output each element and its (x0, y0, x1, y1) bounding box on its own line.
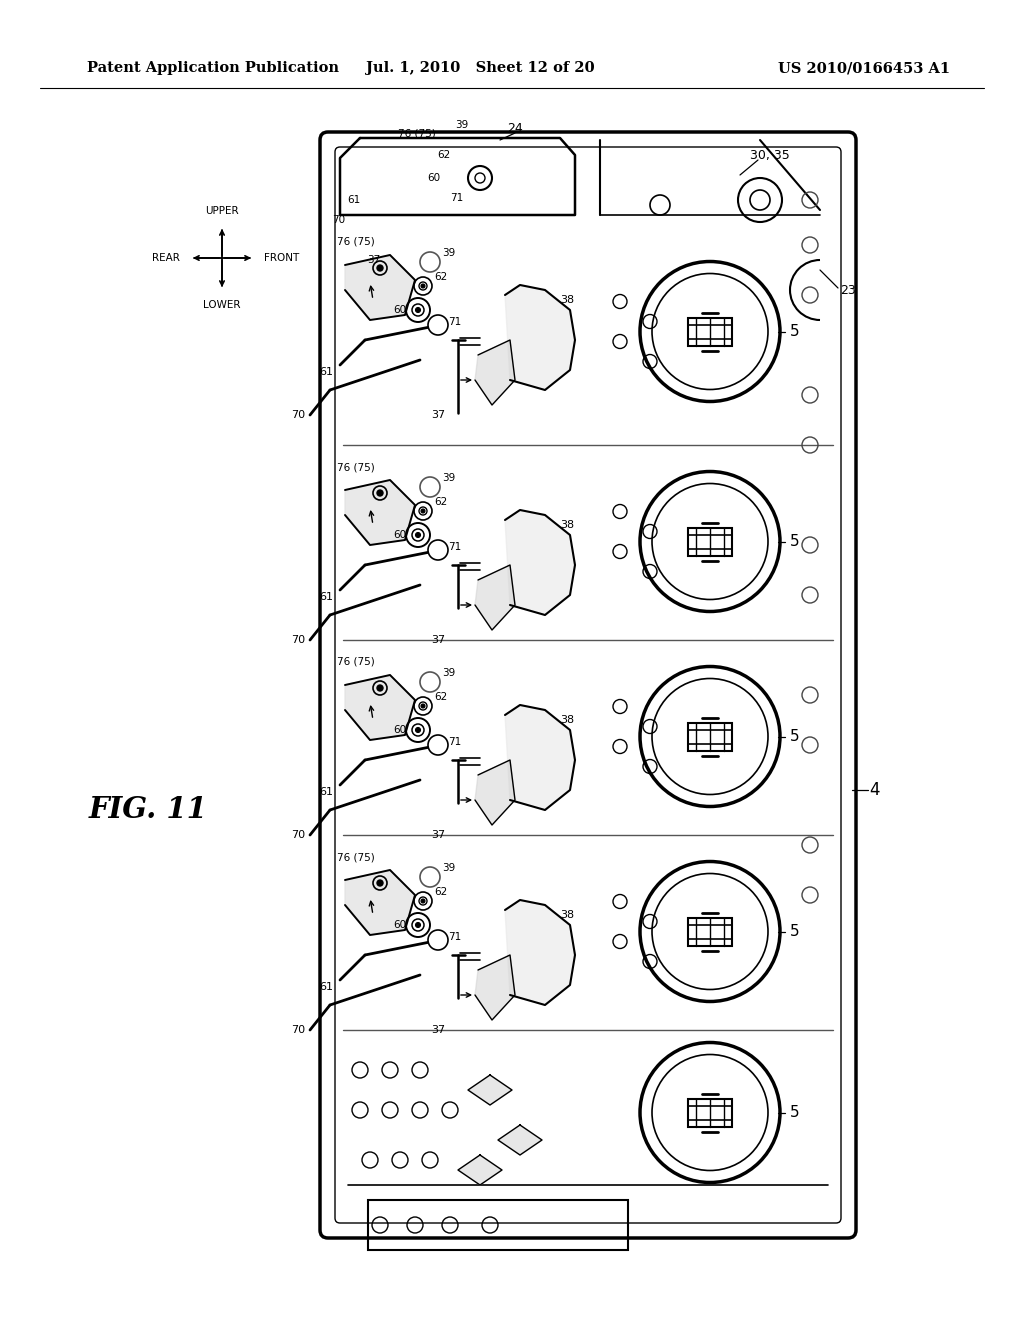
Circle shape (428, 735, 449, 755)
Text: 70: 70 (291, 411, 305, 420)
Text: UPPER: UPPER (205, 206, 239, 216)
Text: 5: 5 (790, 729, 800, 744)
Text: 23: 23 (840, 284, 856, 297)
Text: 37: 37 (431, 1026, 445, 1035)
Polygon shape (468, 1074, 512, 1105)
Polygon shape (345, 675, 415, 741)
Bar (368, 1200, 628, 1250)
Circle shape (428, 315, 449, 335)
Text: 39: 39 (442, 668, 456, 678)
Text: 24: 24 (507, 121, 523, 135)
Text: 70: 70 (291, 830, 305, 840)
Text: 38: 38 (560, 715, 574, 725)
Circle shape (421, 899, 425, 903)
Text: 71: 71 (449, 932, 461, 942)
Circle shape (421, 510, 425, 513)
Text: 70: 70 (332, 215, 345, 224)
Bar (688, 318, 732, 346)
Text: 39: 39 (442, 248, 456, 257)
Circle shape (428, 931, 449, 950)
Text: 61: 61 (319, 982, 333, 993)
Text: 71: 71 (449, 737, 461, 747)
Text: FIG. 11: FIG. 11 (88, 796, 208, 825)
Bar (688, 917, 732, 945)
Polygon shape (475, 954, 515, 1020)
Text: 60: 60 (393, 920, 406, 931)
Text: 60: 60 (427, 173, 440, 183)
Text: 62: 62 (434, 887, 447, 898)
Text: 61: 61 (319, 591, 333, 602)
Text: 39: 39 (456, 120, 469, 129)
Polygon shape (505, 510, 575, 615)
Bar (688, 528, 732, 556)
Text: Jul. 1, 2010   Sheet 12 of 20: Jul. 1, 2010 Sheet 12 of 20 (366, 61, 594, 75)
Text: 61: 61 (319, 787, 333, 797)
Polygon shape (458, 1155, 502, 1185)
Text: 60: 60 (393, 531, 406, 540)
Text: 70: 70 (291, 1026, 305, 1035)
Circle shape (377, 880, 383, 886)
Text: 37: 37 (431, 830, 445, 840)
Text: 76 (75): 76 (75) (337, 657, 375, 667)
Text: Patent Application Publication: Patent Application Publication (87, 61, 339, 75)
Polygon shape (345, 870, 415, 935)
Text: 37: 37 (367, 255, 380, 265)
Text: 62: 62 (434, 272, 447, 282)
Text: 5: 5 (790, 323, 800, 339)
Polygon shape (498, 1125, 542, 1155)
Circle shape (428, 540, 449, 560)
Text: 62: 62 (437, 150, 450, 160)
Text: 70: 70 (291, 635, 305, 645)
Circle shape (377, 685, 383, 690)
Text: 61: 61 (319, 367, 333, 378)
Text: 37: 37 (431, 635, 445, 645)
Polygon shape (505, 285, 575, 389)
Polygon shape (505, 900, 575, 1005)
Text: 71: 71 (449, 543, 461, 552)
Bar (688, 1098, 732, 1126)
Text: 39: 39 (442, 473, 456, 483)
Text: 39: 39 (442, 863, 456, 873)
Text: REAR: REAR (153, 253, 180, 263)
Text: 38: 38 (560, 294, 574, 305)
Polygon shape (505, 705, 575, 810)
Text: 60: 60 (393, 305, 406, 315)
Circle shape (416, 923, 421, 928)
Circle shape (421, 284, 425, 288)
Text: 60: 60 (393, 725, 406, 735)
Text: 76 (75): 76 (75) (337, 238, 375, 247)
Circle shape (416, 727, 421, 733)
Polygon shape (475, 760, 515, 825)
Text: 37: 37 (431, 411, 445, 420)
Text: 62: 62 (434, 692, 447, 702)
Text: 76 (75): 76 (75) (337, 462, 375, 473)
Text: 38: 38 (560, 909, 574, 920)
Text: 5: 5 (790, 1105, 800, 1119)
Polygon shape (345, 480, 415, 545)
Polygon shape (475, 565, 515, 630)
Polygon shape (475, 341, 515, 405)
Text: 71: 71 (449, 317, 461, 327)
Bar (688, 722, 732, 751)
Text: 71: 71 (450, 193, 463, 203)
Text: 5: 5 (790, 924, 800, 939)
Text: 38: 38 (560, 520, 574, 531)
Text: 61: 61 (347, 195, 360, 205)
Text: 5: 5 (790, 535, 800, 549)
Text: 62: 62 (434, 498, 447, 507)
Text: 30, 35: 30, 35 (751, 149, 790, 161)
Circle shape (421, 704, 425, 708)
Text: LOWER: LOWER (203, 300, 241, 310)
Circle shape (416, 532, 421, 537)
Text: US 2010/0166453 A1: US 2010/0166453 A1 (778, 61, 950, 75)
Circle shape (416, 308, 421, 313)
Text: FRONT: FRONT (264, 253, 299, 263)
Circle shape (377, 265, 383, 271)
Text: 76 (75): 76 (75) (337, 851, 375, 862)
Text: 76 (75): 76 (75) (398, 128, 436, 139)
Polygon shape (345, 255, 415, 319)
Text: 4: 4 (869, 781, 881, 799)
Circle shape (377, 490, 383, 496)
